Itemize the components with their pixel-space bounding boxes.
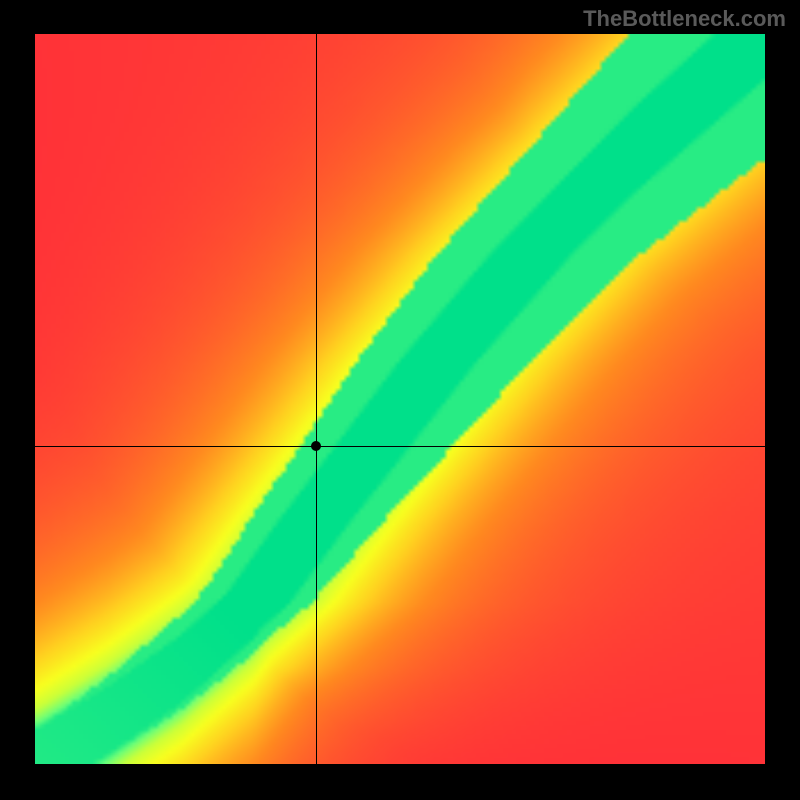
selection-dot [311, 441, 321, 451]
bottleneck-heatmap [35, 34, 765, 764]
crosshair-horizontal [35, 446, 765, 447]
crosshair-vertical [316, 34, 317, 764]
heatmap-canvas [35, 34, 765, 764]
watermark-text: TheBottleneck.com [583, 6, 786, 32]
